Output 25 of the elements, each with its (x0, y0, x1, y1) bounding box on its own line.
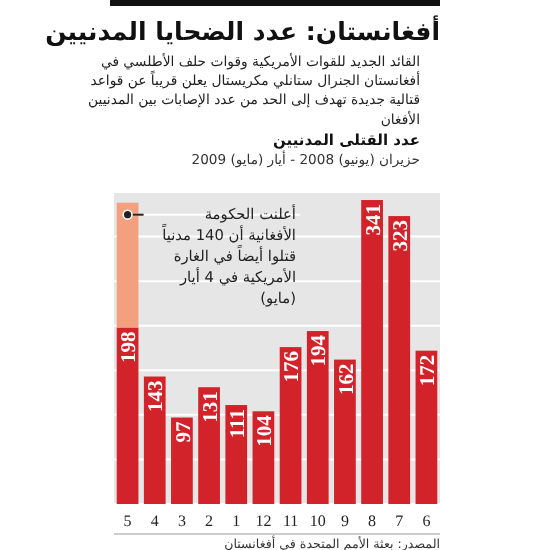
data-label: 111 (227, 409, 250, 439)
tick-label: 11 (282, 512, 299, 530)
tick-label: 12 (255, 512, 272, 530)
title: أفغانستان: عدد الضحايا المدنيين (45, 16, 440, 46)
data-label: 97 (173, 421, 196, 443)
data-label: 198 (119, 331, 142, 363)
tick-label: 7 (395, 512, 404, 530)
data-label: 131 (200, 391, 223, 423)
tick-label: 4 (150, 512, 159, 530)
data-label: 172 (418, 354, 440, 387)
tick-label: 1 (232, 512, 241, 530)
tick-label: 10 (309, 512, 326, 530)
tick-label: 9 (340, 512, 349, 530)
tick-label: 8 (368, 512, 377, 530)
data-label: 104 (255, 415, 277, 447)
tick-label: 3 (177, 512, 186, 530)
tick-label: 6 (422, 512, 431, 530)
data-label: 176 (282, 351, 305, 383)
data-label: 143 (146, 380, 169, 413)
data-label: 341 (363, 204, 386, 236)
tick-label: 5 (123, 512, 132, 530)
data-label: 194 (309, 335, 332, 367)
data-label: 323 (390, 220, 413, 252)
data-label: 162 (336, 363, 359, 396)
tick-label: 2 (205, 512, 214, 530)
